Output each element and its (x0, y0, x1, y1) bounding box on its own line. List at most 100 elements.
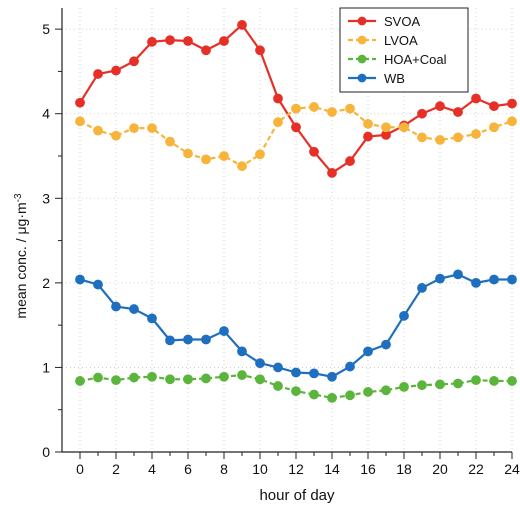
legend-label: HOA+Coal (384, 52, 447, 67)
x-tick-label: 16 (360, 461, 376, 477)
data-point-lvoa (165, 136, 175, 147)
data-point-hoa-coal (435, 379, 445, 390)
y-axis-label-text: mean conc. / μg·m (13, 202, 29, 318)
data-point-svoa (309, 146, 319, 157)
data-point-wb (147, 313, 157, 324)
data-point-lvoa (201, 154, 211, 165)
data-point-lvoa (255, 149, 265, 160)
x-tick-label: 22 (468, 461, 484, 477)
y-tick-label: 1 (42, 359, 50, 375)
data-point-wb (237, 346, 247, 357)
data-point-svoa (273, 93, 283, 104)
data-point-hoa-coal (345, 390, 355, 401)
data-point-lvoa (129, 123, 139, 133)
data-point-lvoa (417, 132, 427, 143)
x-tick-label: 4 (148, 461, 156, 477)
data-point-wb (363, 346, 373, 357)
data-point-lvoa (327, 107, 337, 117)
data-point-lvoa (291, 103, 301, 114)
data-point-lvoa (93, 125, 103, 136)
data-point-lvoa (399, 122, 409, 133)
data-point-hoa-coal (147, 371, 157, 382)
series-hoa-coal (75, 370, 517, 403)
legend-swatch-marker (357, 35, 367, 45)
data-point-lvoa (219, 151, 229, 161)
data-point-svoa (219, 36, 229, 46)
legend-swatch-marker (357, 16, 367, 26)
legend-item-hoa-coal: HOA+Coal (348, 52, 447, 67)
data-point-lvoa (435, 135, 445, 145)
data-point-lvoa (183, 148, 193, 159)
legend-item-svoa: SVOA (348, 14, 420, 29)
data-point-hoa-coal (75, 376, 85, 386)
x-tick-label: 6 (184, 461, 192, 477)
x-tick-label: 14 (324, 461, 340, 477)
data-point-hoa-coal (453, 378, 463, 389)
data-point-lvoa (363, 118, 373, 129)
data-point-lvoa (489, 122, 499, 133)
data-point-lvoa (345, 103, 355, 114)
data-point-svoa (417, 108, 427, 119)
data-point-svoa (75, 97, 85, 108)
data-point-lvoa (237, 161, 247, 172)
series-line-wb (79, 273, 512, 378)
data-point-svoa (507, 98, 517, 109)
data-point-svoa (201, 45, 211, 56)
legend-item-lvoa: LVOA (348, 33, 418, 48)
data-point-svoa (291, 122, 301, 133)
data-point-svoa (327, 168, 337, 178)
y-tick-label: 2 (42, 275, 50, 291)
data-point-svoa (345, 156, 355, 166)
data-point-hoa-coal (507, 376, 517, 386)
data-point-hoa-coal (273, 381, 283, 391)
data-point-wb (345, 361, 355, 372)
x-tick-label: 20 (432, 461, 448, 477)
legend-label: WB (384, 71, 405, 86)
y-tick-label: 0 (42, 444, 50, 460)
data-point-lvoa (273, 117, 283, 128)
data-point-svoa (489, 101, 499, 112)
data-point-wb (165, 335, 175, 346)
data-point-wb (201, 334, 211, 345)
series-wb (75, 269, 517, 382)
legend-swatch-marker (357, 54, 367, 64)
data-point-hoa-coal (363, 387, 373, 397)
data-point-lvoa (507, 116, 517, 127)
data-point-hoa-coal (237, 370, 247, 380)
data-point-hoa-coal (219, 371, 229, 382)
data-point-wb (417, 283, 427, 293)
data-point-wb (219, 326, 229, 336)
data-point-wb (471, 277, 481, 288)
data-point-wb (507, 274, 517, 285)
data-point-hoa-coal (381, 385, 391, 396)
data-point-hoa-coal (255, 374, 265, 385)
y-tick-label: 3 (42, 190, 50, 206)
y-axis-label-exponent: -3 (13, 193, 24, 202)
data-point-wb (381, 339, 391, 350)
data-point-wb (129, 304, 139, 314)
data-point-wb (255, 358, 265, 369)
data-point-wb (93, 279, 103, 290)
data-point-hoa-coal (111, 375, 121, 386)
series-svoa (75, 20, 517, 178)
x-tick-label: 12 (288, 461, 304, 477)
data-point-svoa (165, 35, 175, 46)
data-point-wb (111, 301, 121, 312)
data-point-lvoa (453, 132, 463, 143)
data-point-svoa (93, 69, 103, 79)
data-point-hoa-coal (399, 381, 409, 392)
data-point-hoa-coal (471, 375, 481, 386)
y-tick-label: 5 (42, 21, 50, 37)
data-point-svoa (129, 56, 139, 67)
legend: SVOA LVOA HOA+Coal WB (339, 7, 469, 93)
data-point-svoa (255, 45, 265, 56)
data-point-svoa (183, 36, 193, 46)
data-point-wb (291, 367, 301, 378)
data-point-lvoa (471, 129, 481, 139)
data-point-lvoa (309, 102, 319, 112)
data-point-svoa (471, 93, 481, 104)
data-point-hoa-coal (417, 380, 427, 391)
y-tick-label: 4 (42, 106, 50, 122)
